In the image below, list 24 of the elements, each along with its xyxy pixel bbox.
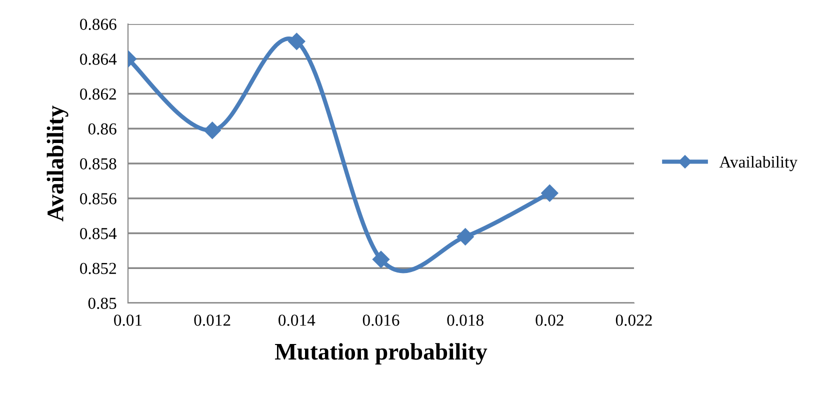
x-tick-label: 0.014 bbox=[278, 314, 316, 326]
y-tick-label: 0.864 bbox=[80, 54, 117, 65]
point bbox=[288, 32, 306, 50]
x-tick-label: 0.016 bbox=[362, 314, 400, 326]
x-axis-title: Mutation probability bbox=[275, 343, 488, 365]
y-tick-label: 0.856 bbox=[80, 193, 116, 204]
legend-label: Availability bbox=[719, 156, 798, 172]
x-tick-label: 0.022 bbox=[616, 314, 652, 326]
x-tick-label: 0.012 bbox=[194, 314, 230, 326]
point bbox=[372, 250, 390, 268]
point bbox=[456, 228, 474, 246]
x-tick-label: 0.018 bbox=[447, 314, 484, 326]
y-tick-label: 0.85 bbox=[88, 298, 116, 310]
y-tick-label: 0.862 bbox=[80, 88, 116, 100]
y-tick-label: 0.852 bbox=[80, 262, 116, 274]
y-axis-title: Availability bbox=[46, 106, 68, 222]
x-tick-label: 0.02 bbox=[536, 314, 564, 326]
y-tick-label: 0.86 bbox=[88, 123, 116, 135]
y-tick-label: 0.858 bbox=[80, 158, 116, 170]
point bbox=[204, 122, 221, 139]
x-tick-label: 0.01 bbox=[114, 314, 142, 326]
point bbox=[541, 184, 558, 202]
y-tick-label: 0.854 bbox=[80, 228, 117, 240]
y-tick-label: 0.866 bbox=[80, 18, 116, 30]
